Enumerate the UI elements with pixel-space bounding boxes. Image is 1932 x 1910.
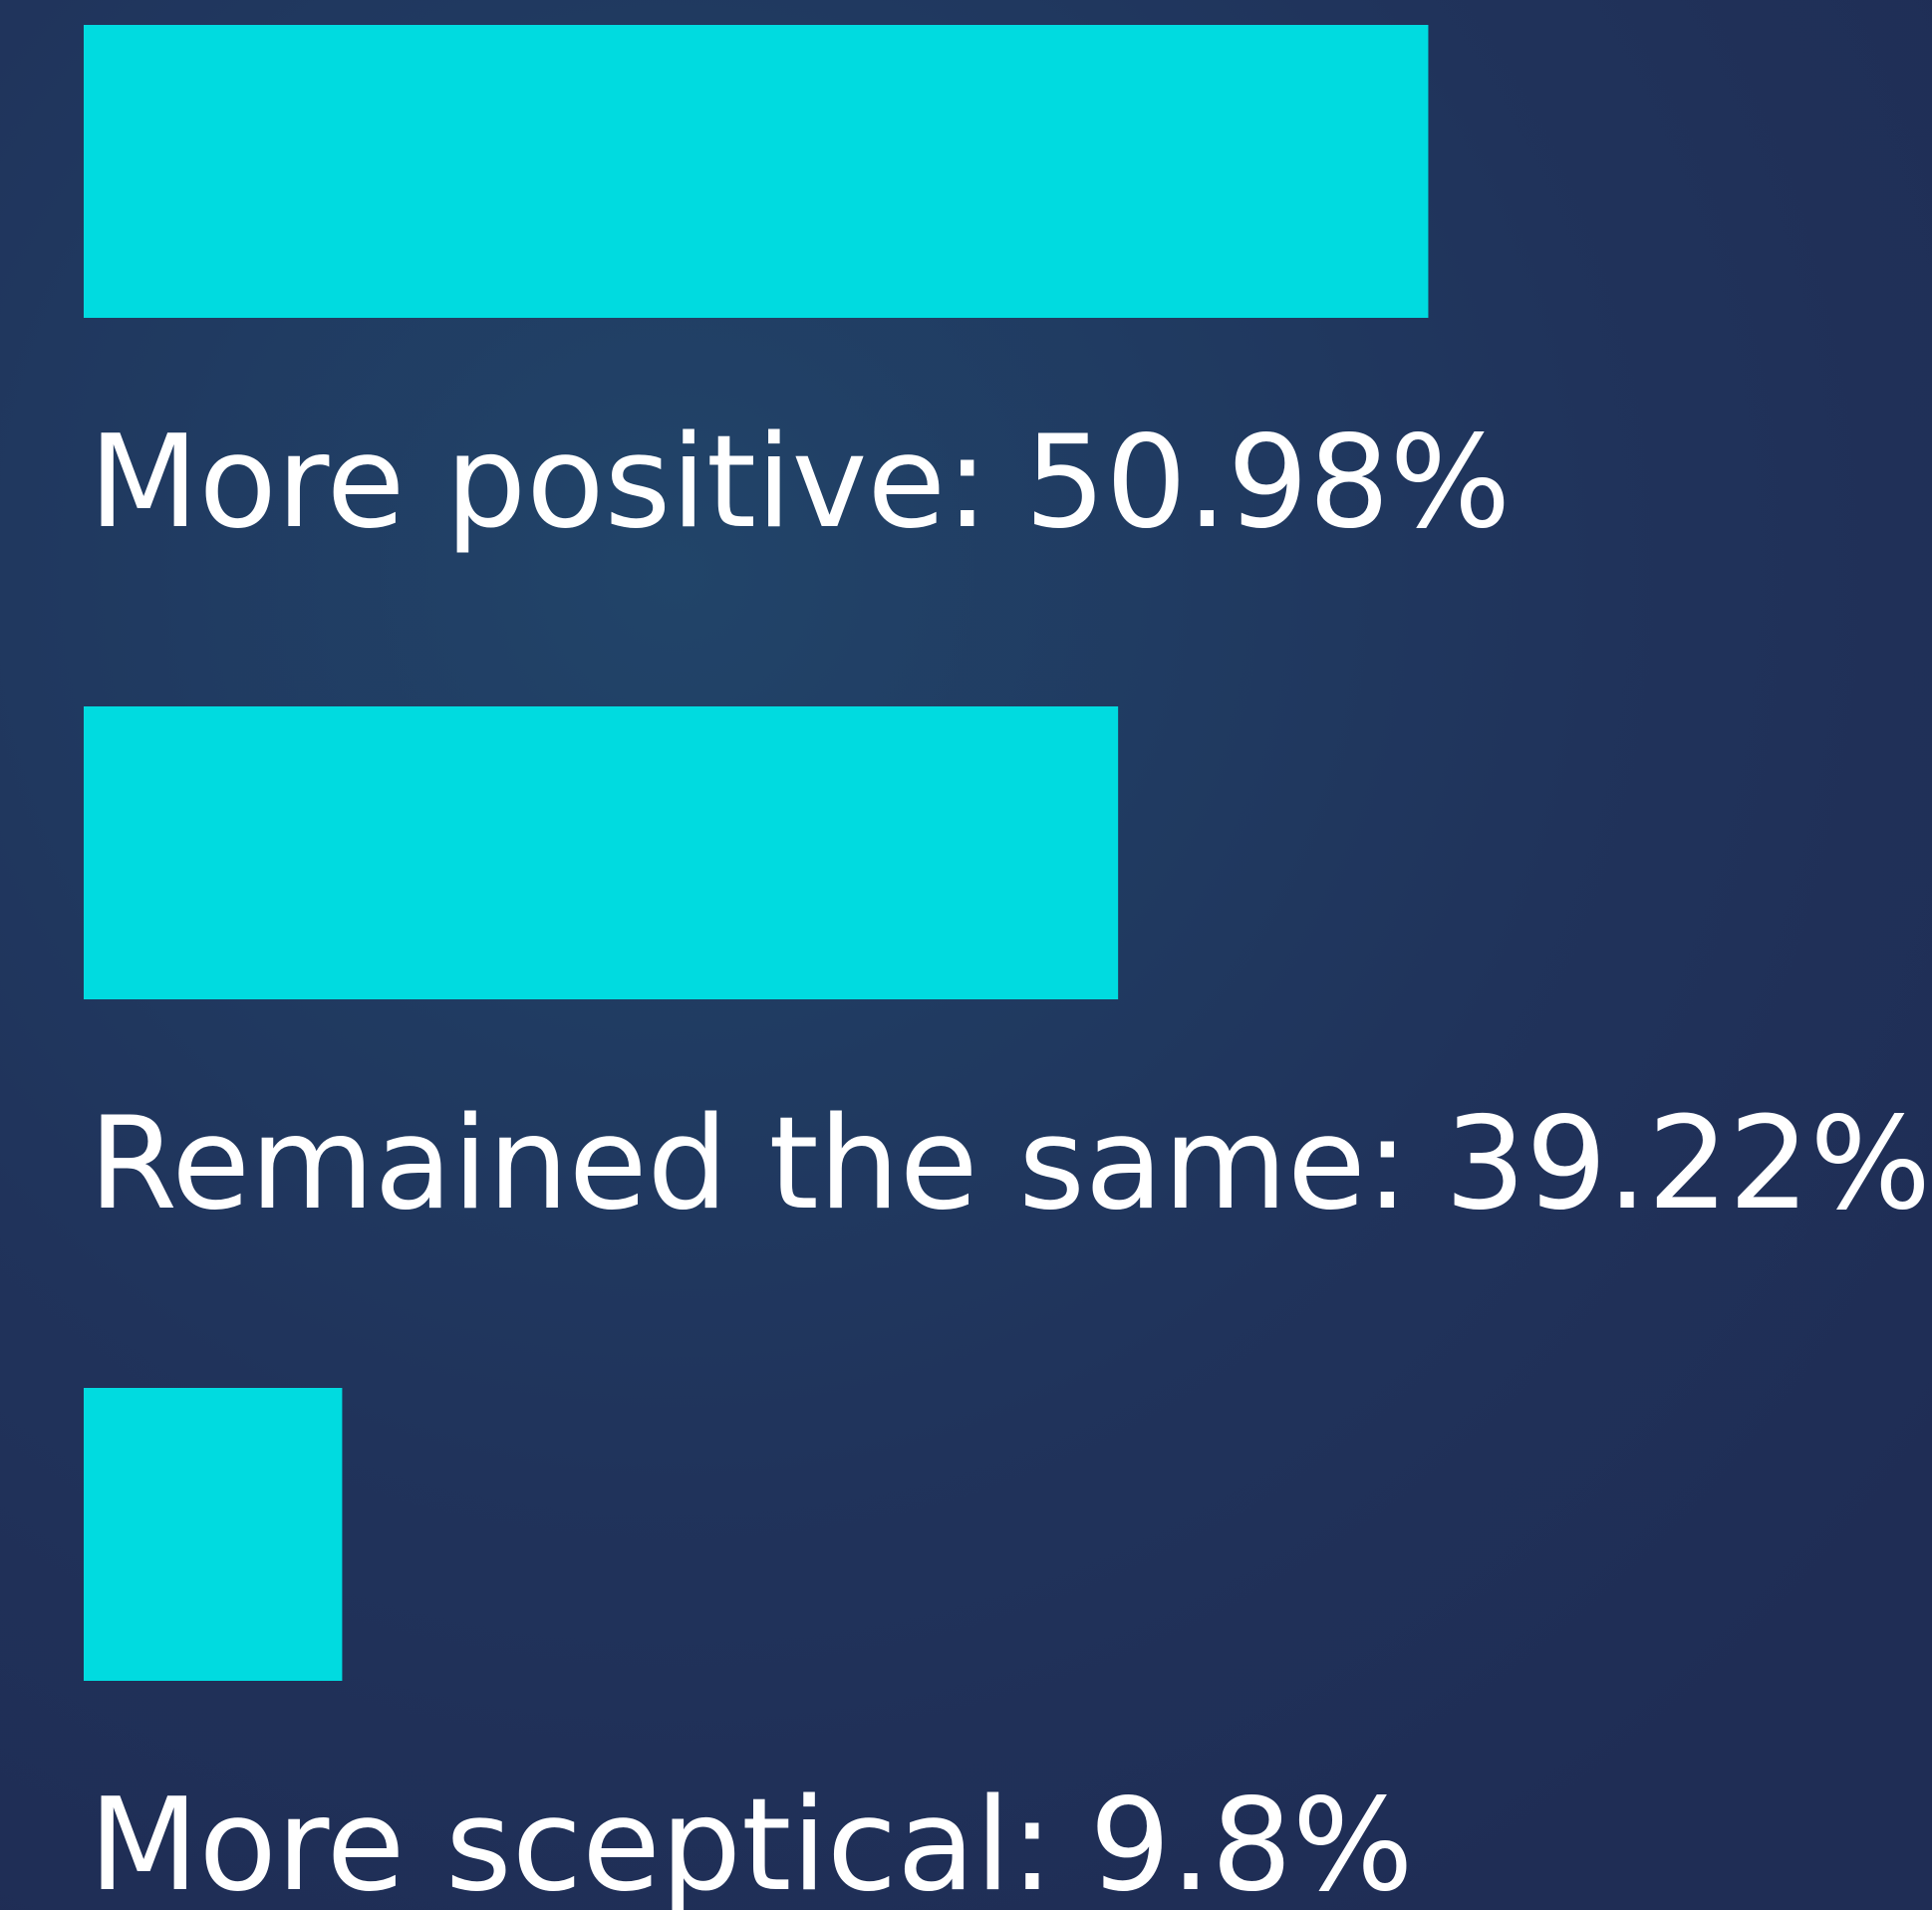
- value-label: 50.98%: [1024, 409, 1511, 557]
- bar-label: More positive: 50.98%: [89, 409, 1511, 557]
- bar-label: Remained the same: 39.22%: [89, 1090, 1931, 1238]
- category-label: Remained the same:: [89, 1090, 1409, 1238]
- category-label: More positive:: [89, 409, 988, 557]
- bar: [84, 1388, 343, 1681]
- value-label: 39.22%: [1445, 1090, 1931, 1238]
- bar-label: More sceptical: 9.8%: [89, 1772, 1414, 1910]
- bar: [84, 25, 1429, 318]
- value-label: 9.8%: [1089, 1772, 1413, 1910]
- category-label: More sceptical:: [89, 1772, 1053, 1910]
- bar: [84, 706, 1119, 999]
